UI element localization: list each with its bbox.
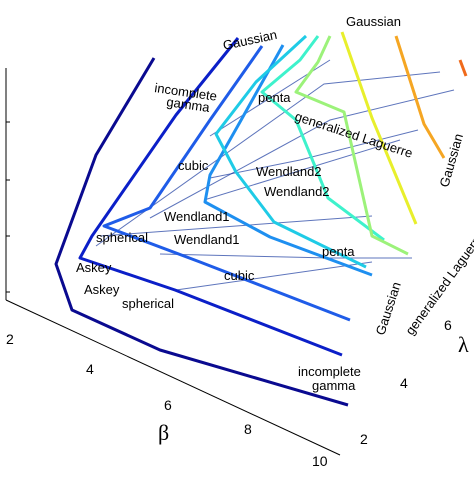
curve-line bbox=[78, 37, 343, 357]
x-tick-label: 4 bbox=[86, 361, 94, 377]
label-cubic-top: cubic bbox=[178, 158, 209, 173]
y-tick-label: 6 bbox=[444, 317, 452, 333]
label-gaussian-left: Gaussian bbox=[222, 27, 279, 53]
curve-line bbox=[203, 44, 373, 277]
label-askey-a: Askey bbox=[76, 260, 112, 275]
connector-line bbox=[149, 89, 455, 219]
connector-line bbox=[203, 139, 401, 201]
label-penta-bottom: penta bbox=[322, 244, 355, 259]
label-wendland1-b: Wendland1 bbox=[174, 232, 240, 247]
label-gaussian-bottom: Gaussian bbox=[373, 280, 404, 337]
curve-line bbox=[458, 59, 468, 77]
x-tick-label: 8 bbox=[244, 421, 252, 437]
x-tick-label: 2 bbox=[6, 331, 14, 347]
label-spherical-a: spherical bbox=[96, 230, 148, 245]
y-tick-label: 4 bbox=[400, 375, 408, 391]
y-tick-label: 2 bbox=[360, 431, 368, 447]
label-wendland2-a: Wendland2 bbox=[256, 164, 322, 179]
curve-line bbox=[340, 31, 418, 225]
label-wendland2-b: Wendland2 bbox=[264, 184, 330, 199]
curve-group bbox=[54, 31, 468, 407]
x-tick-label: 6 bbox=[164, 397, 172, 413]
connector-line bbox=[175, 261, 373, 291]
connector-line bbox=[209, 129, 419, 179]
label-gaussian-top: Gaussian bbox=[346, 14, 401, 29]
curve-line bbox=[260, 35, 385, 242]
curve-line bbox=[214, 34, 367, 269]
label-incomplete-gamma-bottom-2: gamma bbox=[312, 378, 356, 393]
label-askey-b: Askey bbox=[84, 282, 120, 297]
label-incomplete-gamma-top-2: gamma bbox=[166, 94, 212, 115]
label-laguerre-side: generalized Laguerre bbox=[402, 230, 474, 338]
connector-line bbox=[159, 253, 412, 259]
label-cubic-bottom: cubic bbox=[224, 268, 255, 283]
x-axis-line bbox=[5, 299, 341, 456]
curve-line bbox=[102, 45, 351, 322]
label-penta-top: penta bbox=[258, 90, 291, 105]
connector-line bbox=[95, 71, 441, 247]
label-wendland1-a: Wendland1 bbox=[164, 209, 230, 224]
curve-line bbox=[294, 35, 409, 256]
y-axis-label: λ bbox=[458, 332, 469, 357]
curve-line bbox=[54, 57, 349, 407]
label-spherical-b: spherical bbox=[122, 296, 174, 311]
curve-line bbox=[394, 35, 446, 159]
connector-line bbox=[99, 215, 373, 237]
label-incomplete-gamma-bottom-1: incomplete bbox=[298, 364, 361, 379]
connector-lines bbox=[95, 59, 455, 291]
x-tick-label: 10 bbox=[312, 453, 328, 469]
label-gaussian-right: Gaussian bbox=[436, 132, 466, 189]
x-axis-label: β bbox=[158, 420, 169, 445]
